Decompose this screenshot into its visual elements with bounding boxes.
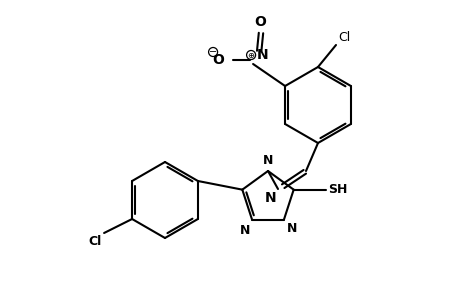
Text: N: N xyxy=(239,224,250,237)
Text: ⊕: ⊕ xyxy=(247,50,254,59)
Text: N: N xyxy=(262,154,273,167)
Text: Cl: Cl xyxy=(337,31,349,44)
Text: N: N xyxy=(264,191,275,205)
Text: O: O xyxy=(212,53,224,67)
Text: SH: SH xyxy=(327,183,346,196)
Text: O: O xyxy=(254,15,265,29)
Text: Cl: Cl xyxy=(89,235,102,248)
Text: N: N xyxy=(257,48,268,62)
Text: N: N xyxy=(286,222,297,235)
Text: −: − xyxy=(208,47,217,57)
